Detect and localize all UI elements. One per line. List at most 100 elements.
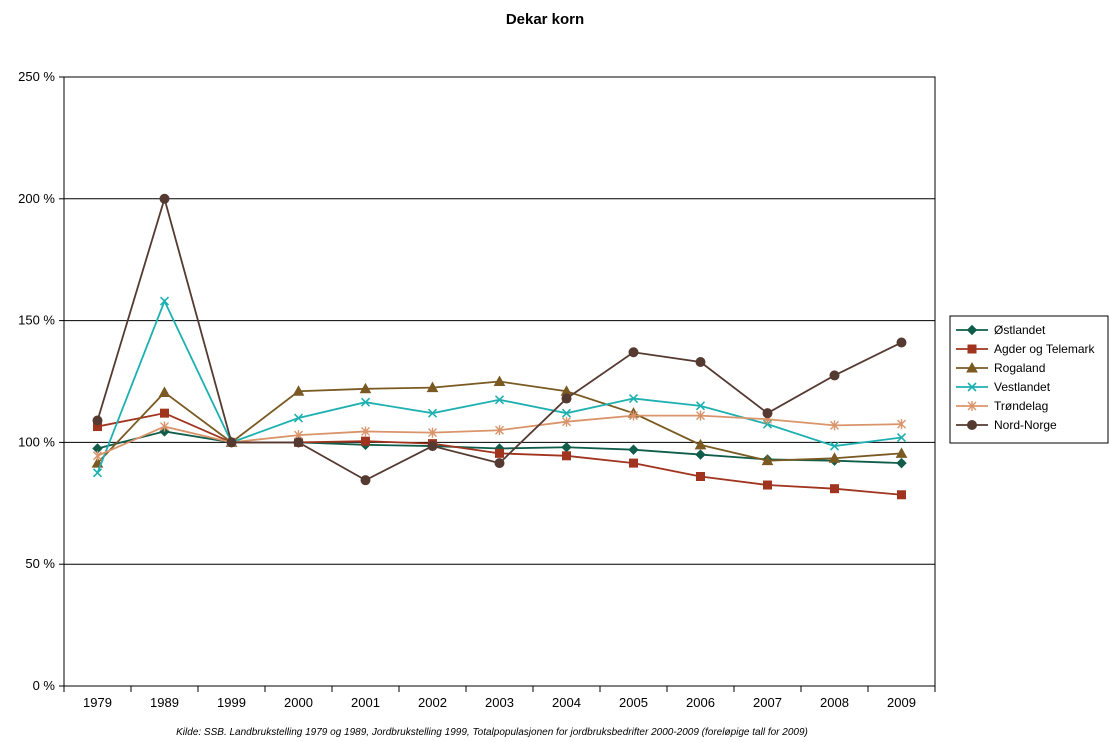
data-point (493, 375, 506, 386)
data-point (967, 382, 977, 392)
data-point (829, 441, 840, 451)
gridlines (64, 198, 935, 565)
data-point (828, 452, 841, 463)
data-point (92, 415, 103, 426)
data-point (495, 448, 504, 458)
data-point (762, 408, 773, 419)
data-point (494, 395, 505, 405)
legend-label: Vestlandet (994, 380, 1051, 394)
data-point (92, 468, 103, 478)
data-point (830, 420, 839, 431)
x-tick-label: 1979 (83, 695, 112, 710)
data-point (695, 357, 706, 368)
x-tick-label: 2004 (552, 695, 581, 710)
data-point (360, 397, 371, 407)
data-point (494, 458, 505, 469)
data-point (361, 426, 370, 437)
x-tick-label: 2008 (820, 695, 849, 710)
data-point (159, 193, 170, 204)
data-point (629, 410, 638, 421)
x-tick-label: 2001 (351, 695, 380, 710)
data-point (292, 385, 305, 396)
data-point (360, 475, 371, 486)
data-point (694, 438, 707, 450)
data-point (628, 347, 639, 358)
data-point (628, 393, 639, 404)
series-group (91, 193, 908, 500)
y-tick-label: 200 % (18, 191, 55, 206)
x-tick-label: 2005 (619, 695, 648, 710)
data-point (561, 393, 572, 404)
data-point (761, 454, 774, 466)
data-point (695, 449, 706, 460)
data-point (696, 472, 705, 482)
legend-item: Vestlandet (956, 380, 1051, 394)
data-point (359, 382, 372, 394)
axes: 0 % 50 % 100 % 150 % 200 % 250 % 1979 1989 1999 2… (18, 69, 936, 710)
legend-label: Østlandet (994, 323, 1046, 337)
data-point (967, 420, 977, 430)
x-tick-label: 1989 (150, 695, 179, 710)
x-tick-label: 2000 (284, 695, 313, 710)
y-tick-label: 50 % (25, 556, 55, 571)
x-tick-label: 2007 (753, 695, 782, 710)
data-point (763, 480, 772, 490)
data-point (159, 296, 170, 306)
data-point (158, 386, 171, 397)
data-point (160, 408, 169, 418)
legend-item: Trøndelag (956, 399, 1048, 413)
data-point (896, 337, 907, 348)
data-point (966, 324, 978, 336)
data-point (897, 490, 906, 500)
data-point (695, 401, 706, 411)
data-point (226, 437, 237, 448)
data-point (966, 361, 978, 373)
legend-item: Agder og Telemark (956, 342, 1096, 356)
x-tick-label: 1999 (217, 695, 246, 710)
data-point (897, 419, 906, 430)
data-point (160, 421, 169, 432)
legend-label: Nord-Norge (994, 418, 1057, 432)
data-point (426, 381, 439, 393)
legend-label: Agder og Telemark (994, 342, 1096, 356)
y-tick-label: 0 % (33, 678, 56, 693)
source-note: Kilde: SSB. Landbrukstelling 1979 og 198… (176, 727, 808, 738)
y-tick-label: 250 % (18, 69, 55, 84)
legend: Østlandet Agder og Telemark Rogaland Vestla… (949, 315, 1109, 444)
data-point (967, 401, 977, 411)
x-tick-label: 2003 (485, 695, 514, 710)
data-point (562, 451, 571, 461)
legend-label: Trøndelag (994, 399, 1048, 413)
legend-label: Rogaland (994, 361, 1045, 375)
x-tick-label: 2002 (418, 695, 447, 710)
data-point (93, 450, 102, 461)
data-point (896, 432, 907, 443)
data-point (495, 425, 504, 436)
legend-item: Rogaland (956, 361, 1045, 375)
legend-box (949, 315, 1109, 444)
data-point (361, 436, 370, 446)
data-point (293, 413, 304, 423)
chart-title: Dekar korn (506, 11, 584, 28)
data-point (561, 408, 572, 418)
y-tick-label: 150 % (18, 313, 55, 328)
y-tick-label: 100 % (18, 434, 55, 449)
data-point (967, 344, 977, 354)
legend-item: Østlandet (956, 323, 1046, 337)
data-point (293, 437, 304, 448)
data-point (428, 427, 437, 438)
x-tick-label: 2006 (686, 695, 715, 710)
series (92, 193, 907, 486)
data-point (829, 370, 840, 381)
x-tick-label: 2009 (887, 695, 916, 710)
data-point (696, 410, 705, 421)
data-point (427, 408, 438, 418)
data-point (427, 441, 438, 452)
legend-item: Nord-Norge (956, 418, 1057, 432)
data-point (562, 416, 571, 427)
data-point (830, 484, 839, 494)
data-point (896, 457, 907, 469)
data-point (629, 458, 638, 468)
data-point (628, 444, 639, 455)
